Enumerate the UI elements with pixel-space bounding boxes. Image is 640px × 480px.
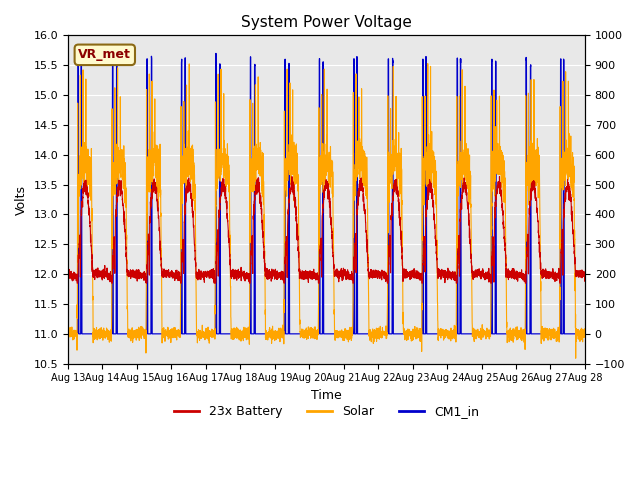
- Y-axis label: Volts: Volts: [15, 184, 28, 215]
- Title: System Power Voltage: System Power Voltage: [241, 15, 412, 30]
- X-axis label: Time: Time: [311, 389, 342, 402]
- Legend: 23x Battery, Solar, CM1_in: 23x Battery, Solar, CM1_in: [169, 400, 484, 423]
- Text: VR_met: VR_met: [78, 48, 131, 61]
